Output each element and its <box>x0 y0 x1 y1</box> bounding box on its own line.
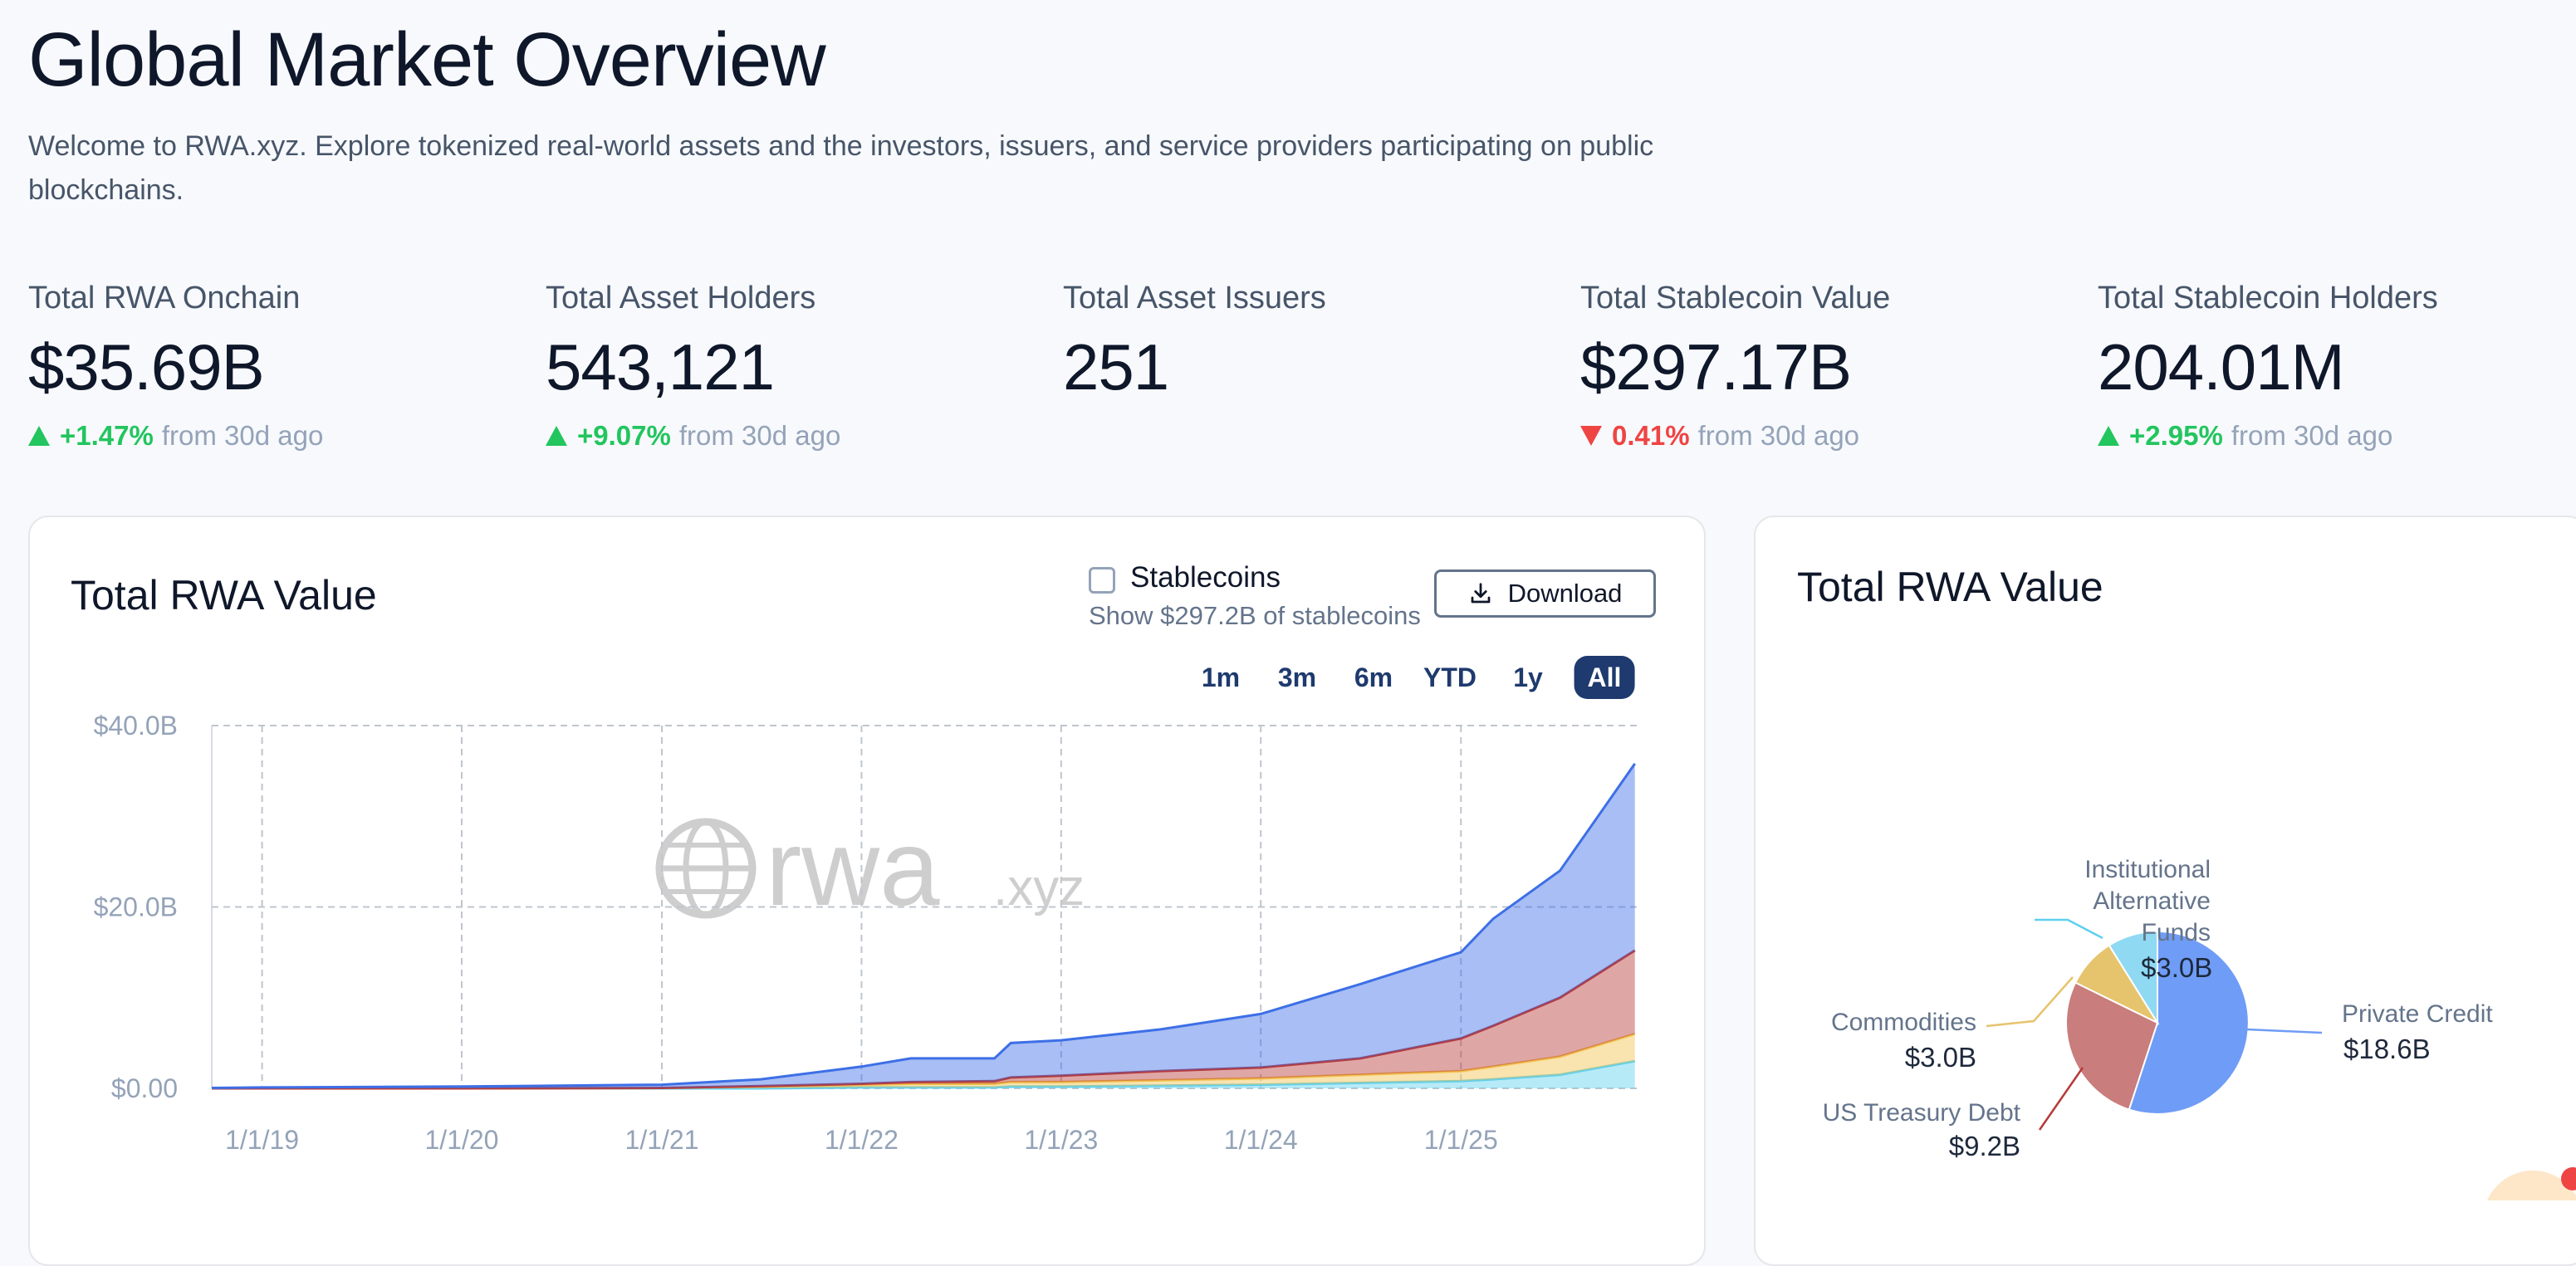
range-button[interactable]: 3m <box>1277 662 1317 692</box>
stat-value: 543,121 <box>546 330 775 403</box>
stat-value: 251 <box>1063 330 1169 403</box>
stat: Total Asset Holders 543,121 +9.07% from 30d… <box>546 281 1044 452</box>
area-chart-card <box>28 516 1706 1266</box>
change-note: from 30d ago <box>678 420 841 451</box>
change-value: +1.47% <box>60 420 154 451</box>
stat: Total Asset Issuers 251 <box>1063 281 1561 405</box>
range-button[interactable]: 1y <box>1513 662 1543 692</box>
stat-change: +1.47% from 30d ago <box>28 420 526 452</box>
change-value: 0.41% <box>1612 420 1690 451</box>
range-button[interactable]: 1m <box>1201 662 1241 692</box>
change-note: from 30d ago <box>2231 420 2393 451</box>
change-value: +9.07% <box>577 420 671 451</box>
pie-value-label: $18.6B <box>2343 1034 2431 1064</box>
page-description: Welcome to RWA.xyz. Explore tokenized re… <box>28 130 1654 206</box>
area-chart-title: Total RWA Value <box>71 572 377 618</box>
stat-label: Total Asset Holders <box>546 281 816 315</box>
change-arrow <box>28 426 50 446</box>
pie-category-label: Institutional Alternative Funds <box>2084 856 2211 946</box>
range-button[interactable]: YTD <box>1423 662 1477 692</box>
download-button[interactable]: Download <box>1434 569 1656 618</box>
pie-value-label: $3.0B <box>1904 1042 1976 1073</box>
change-arrow <box>2098 426 2119 446</box>
change-value: +2.95% <box>2129 420 2223 451</box>
pie-chart-card <box>1754 516 2576 1266</box>
stablecoins-checkbox[interactable] <box>1089 567 1115 594</box>
stablecoins-hint: Show $297.2B of stablecoins <box>1089 601 1421 630</box>
change-note: from 30d ago <box>161 420 324 451</box>
pie-category-label: US Treasury Debt <box>1822 1099 2020 1127</box>
stat-label: Total Stablecoin Value <box>1580 281 1891 315</box>
document: Global Market Overview { "header": { "ti… <box>28 17 2576 1266</box>
stat-value: $297.17B <box>1580 330 1852 403</box>
stat-change: 0.41% from 30d ago <box>1580 420 2079 452</box>
stat: Total Stablecoin Holders 204.01M +2.95% fro… <box>2098 281 2576 452</box>
pie-value-label: $9.2B <box>1948 1131 2020 1161</box>
stat-change: +2.95% from 30d ago <box>2098 420 2576 452</box>
stat-change: +9.07% from 30d ago <box>546 420 1044 452</box>
pie-category-label: Private Credit <box>2342 1000 2493 1028</box>
change-arrow <box>546 426 567 446</box>
pie-category-label: Commodities <box>1830 1009 1976 1036</box>
pie-value-label: $3.0B <box>2141 952 2213 983</box>
change-note: from 30d ago <box>1697 420 1860 451</box>
download-icon <box>1471 583 1490 604</box>
page-title: Global Market Overview <box>28 17 826 102</box>
pie-chart-title: Total RWA Value <box>1797 564 2103 610</box>
change-arrow <box>1580 426 1602 446</box>
stat: Total Stablecoin Value $297.17B 0.41% from … <box>1580 281 2079 452</box>
stat: Total RWA Onchain $35.69B +1.47% from 30d a… <box>28 281 526 452</box>
range-button[interactable]: 6m <box>1354 662 1393 692</box>
stablecoins-label[interactable]: Stablecoins <box>1130 561 1281 594</box>
stat-label: Total Asset Issuers <box>1063 281 1326 315</box>
stat-label: Total RWA Onchain <box>28 281 301 315</box>
stat-label: Total Stablecoin Holders <box>2098 281 2438 315</box>
page: Global Market Overview Welcome to RWA.xy… <box>28 17 2576 1266</box>
stat-value: $35.69B <box>28 330 265 403</box>
stat-value: 204.01M <box>2098 330 2345 403</box>
download-label[interactable]: Download <box>1507 579 1623 608</box>
range-button[interactable]: All <box>1574 656 1635 699</box>
